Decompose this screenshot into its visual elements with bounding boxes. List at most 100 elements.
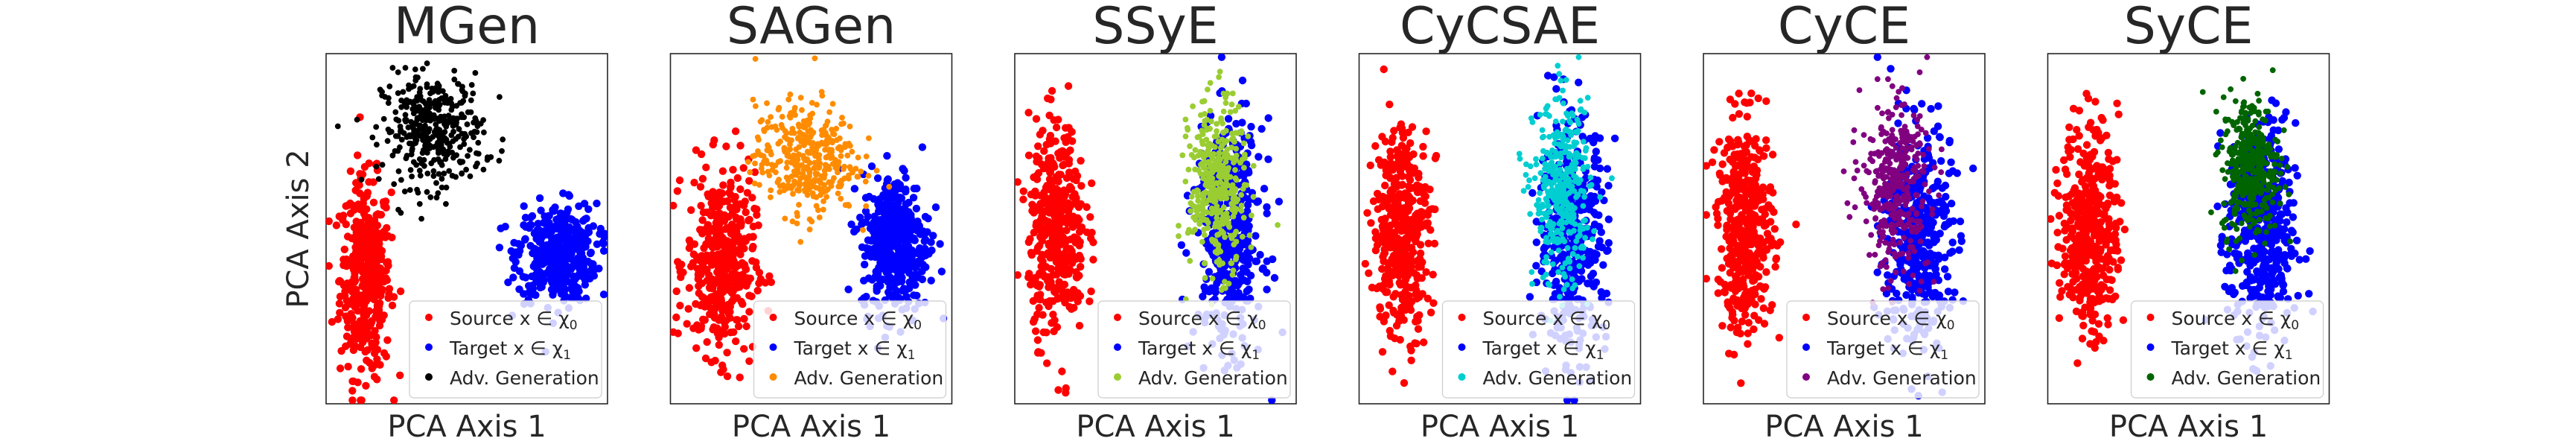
scatter-point: [767, 278, 776, 286]
scatter-point: [1039, 127, 1047, 135]
scatter-point: [799, 107, 805, 113]
scatter-point: [1199, 212, 1205, 218]
scatter-point: [1194, 134, 1201, 141]
scatter-point: [1054, 386, 1062, 394]
scatter-point: [692, 146, 701, 154]
scatter-point: [1373, 189, 1382, 198]
scatter-point: [1232, 107, 1239, 114]
series-2: [495, 189, 608, 356]
scatter-point: [349, 346, 358, 355]
scatter-point: [424, 171, 431, 177]
scatter-point: [1520, 188, 1527, 194]
scatter-point: [1542, 174, 1549, 180]
scatter-point: [1603, 165, 1612, 173]
scatter-point: [1066, 235, 1075, 244]
scatter-point: [1395, 272, 1403, 280]
scatter-point: [374, 306, 383, 314]
scatter-point: [841, 166, 847, 172]
scatter-point: [365, 178, 373, 186]
x-axis-label: PCA Axis 1: [732, 410, 890, 444]
scatter-point: [1554, 96, 1560, 103]
scatter-point: [1233, 145, 1240, 152]
scatter-point: [809, 100, 815, 106]
scatter-point: [1543, 271, 1549, 278]
scatter-point: [396, 287, 405, 296]
scatter-point: [556, 272, 565, 280]
scatter-point: [1566, 265, 1573, 272]
scatter-point: [1208, 284, 1216, 292]
scatter-point: [715, 209, 724, 218]
scatter-point: [430, 133, 436, 140]
scatter-point: [855, 174, 861, 180]
scatter-point: [1557, 167, 1563, 173]
scatter-point: [450, 128, 456, 135]
scatter-point: [1049, 311, 1057, 319]
legend-label: Target x ∈ χ1: [449, 337, 571, 363]
scatter-point: [835, 183, 842, 190]
scatter-point: [726, 244, 734, 252]
scatter-point: [365, 159, 373, 168]
scatter-point: [813, 203, 820, 209]
scatter-point: [1065, 265, 1074, 274]
scatter-point: [1377, 161, 1386, 169]
scatter-point: [1365, 269, 1373, 277]
scatter-point: [1539, 127, 1546, 133]
scatter-point: [827, 155, 834, 162]
scatter-point: [751, 180, 758, 187]
scatter-point: [1566, 178, 1573, 185]
scatter-point: [698, 174, 707, 183]
scatter-point: [810, 147, 816, 153]
scatter-point: [690, 178, 698, 187]
scatter-point: [1412, 317, 1420, 326]
scatter-point: [357, 396, 365, 404]
scatter-point: [806, 159, 813, 166]
series-3: [1176, 69, 1281, 308]
scatter-point: [1397, 124, 1406, 133]
scatter-point: [590, 265, 599, 273]
scatter-point: [1224, 146, 1231, 153]
scatter-point: [1392, 322, 1401, 330]
scatter-point: [918, 143, 927, 151]
scatter-point: [1071, 167, 1080, 176]
scatter-point: [1240, 266, 1248, 275]
scatter-point: [395, 118, 402, 124]
scatter-point: [1390, 308, 1398, 317]
scatter-point: [372, 333, 380, 341]
scatter-point: [1229, 90, 1236, 97]
scatter-point: [599, 247, 608, 255]
scatter-point: [363, 346, 372, 355]
scatter-point: [1218, 271, 1226, 280]
scatter-point: [884, 208, 893, 216]
scatter-point: [1214, 121, 1220, 127]
scatter-point: [745, 159, 751, 165]
scatter-point: [468, 97, 474, 104]
scatter-point: [535, 260, 544, 268]
scatter-point: [1024, 238, 1033, 247]
scatter-point: [436, 97, 442, 103]
scatter-point: [1203, 127, 1210, 133]
scatter-point: [351, 243, 360, 252]
scatter-point: [1202, 165, 1208, 171]
scatter-point: [927, 276, 935, 285]
scatter-point: [800, 174, 806, 180]
scatter-point: [1047, 277, 1055, 286]
scatter-point: [1517, 156, 1523, 162]
scatter-point: [775, 141, 782, 147]
scatter-point: [395, 168, 402, 174]
scatter-point: [936, 240, 944, 248]
scatter-point: [439, 88, 446, 95]
scatter-point: [544, 256, 552, 264]
legend-marker: [425, 373, 433, 381]
scatter-point: [421, 156, 427, 163]
scatter-point: [528, 272, 536, 281]
chart-title: MGen: [394, 0, 540, 56]
scatter-point: [1562, 148, 1569, 154]
scatter-point: [787, 115, 794, 121]
scatter-point: [803, 135, 810, 142]
scatter-point: [672, 287, 680, 296]
scatter-point: [785, 96, 792, 103]
scatter-point: [370, 216, 379, 225]
scatter-point: [734, 322, 743, 331]
scatter-point: [1225, 280, 1232, 287]
scatter-point: [567, 215, 575, 224]
